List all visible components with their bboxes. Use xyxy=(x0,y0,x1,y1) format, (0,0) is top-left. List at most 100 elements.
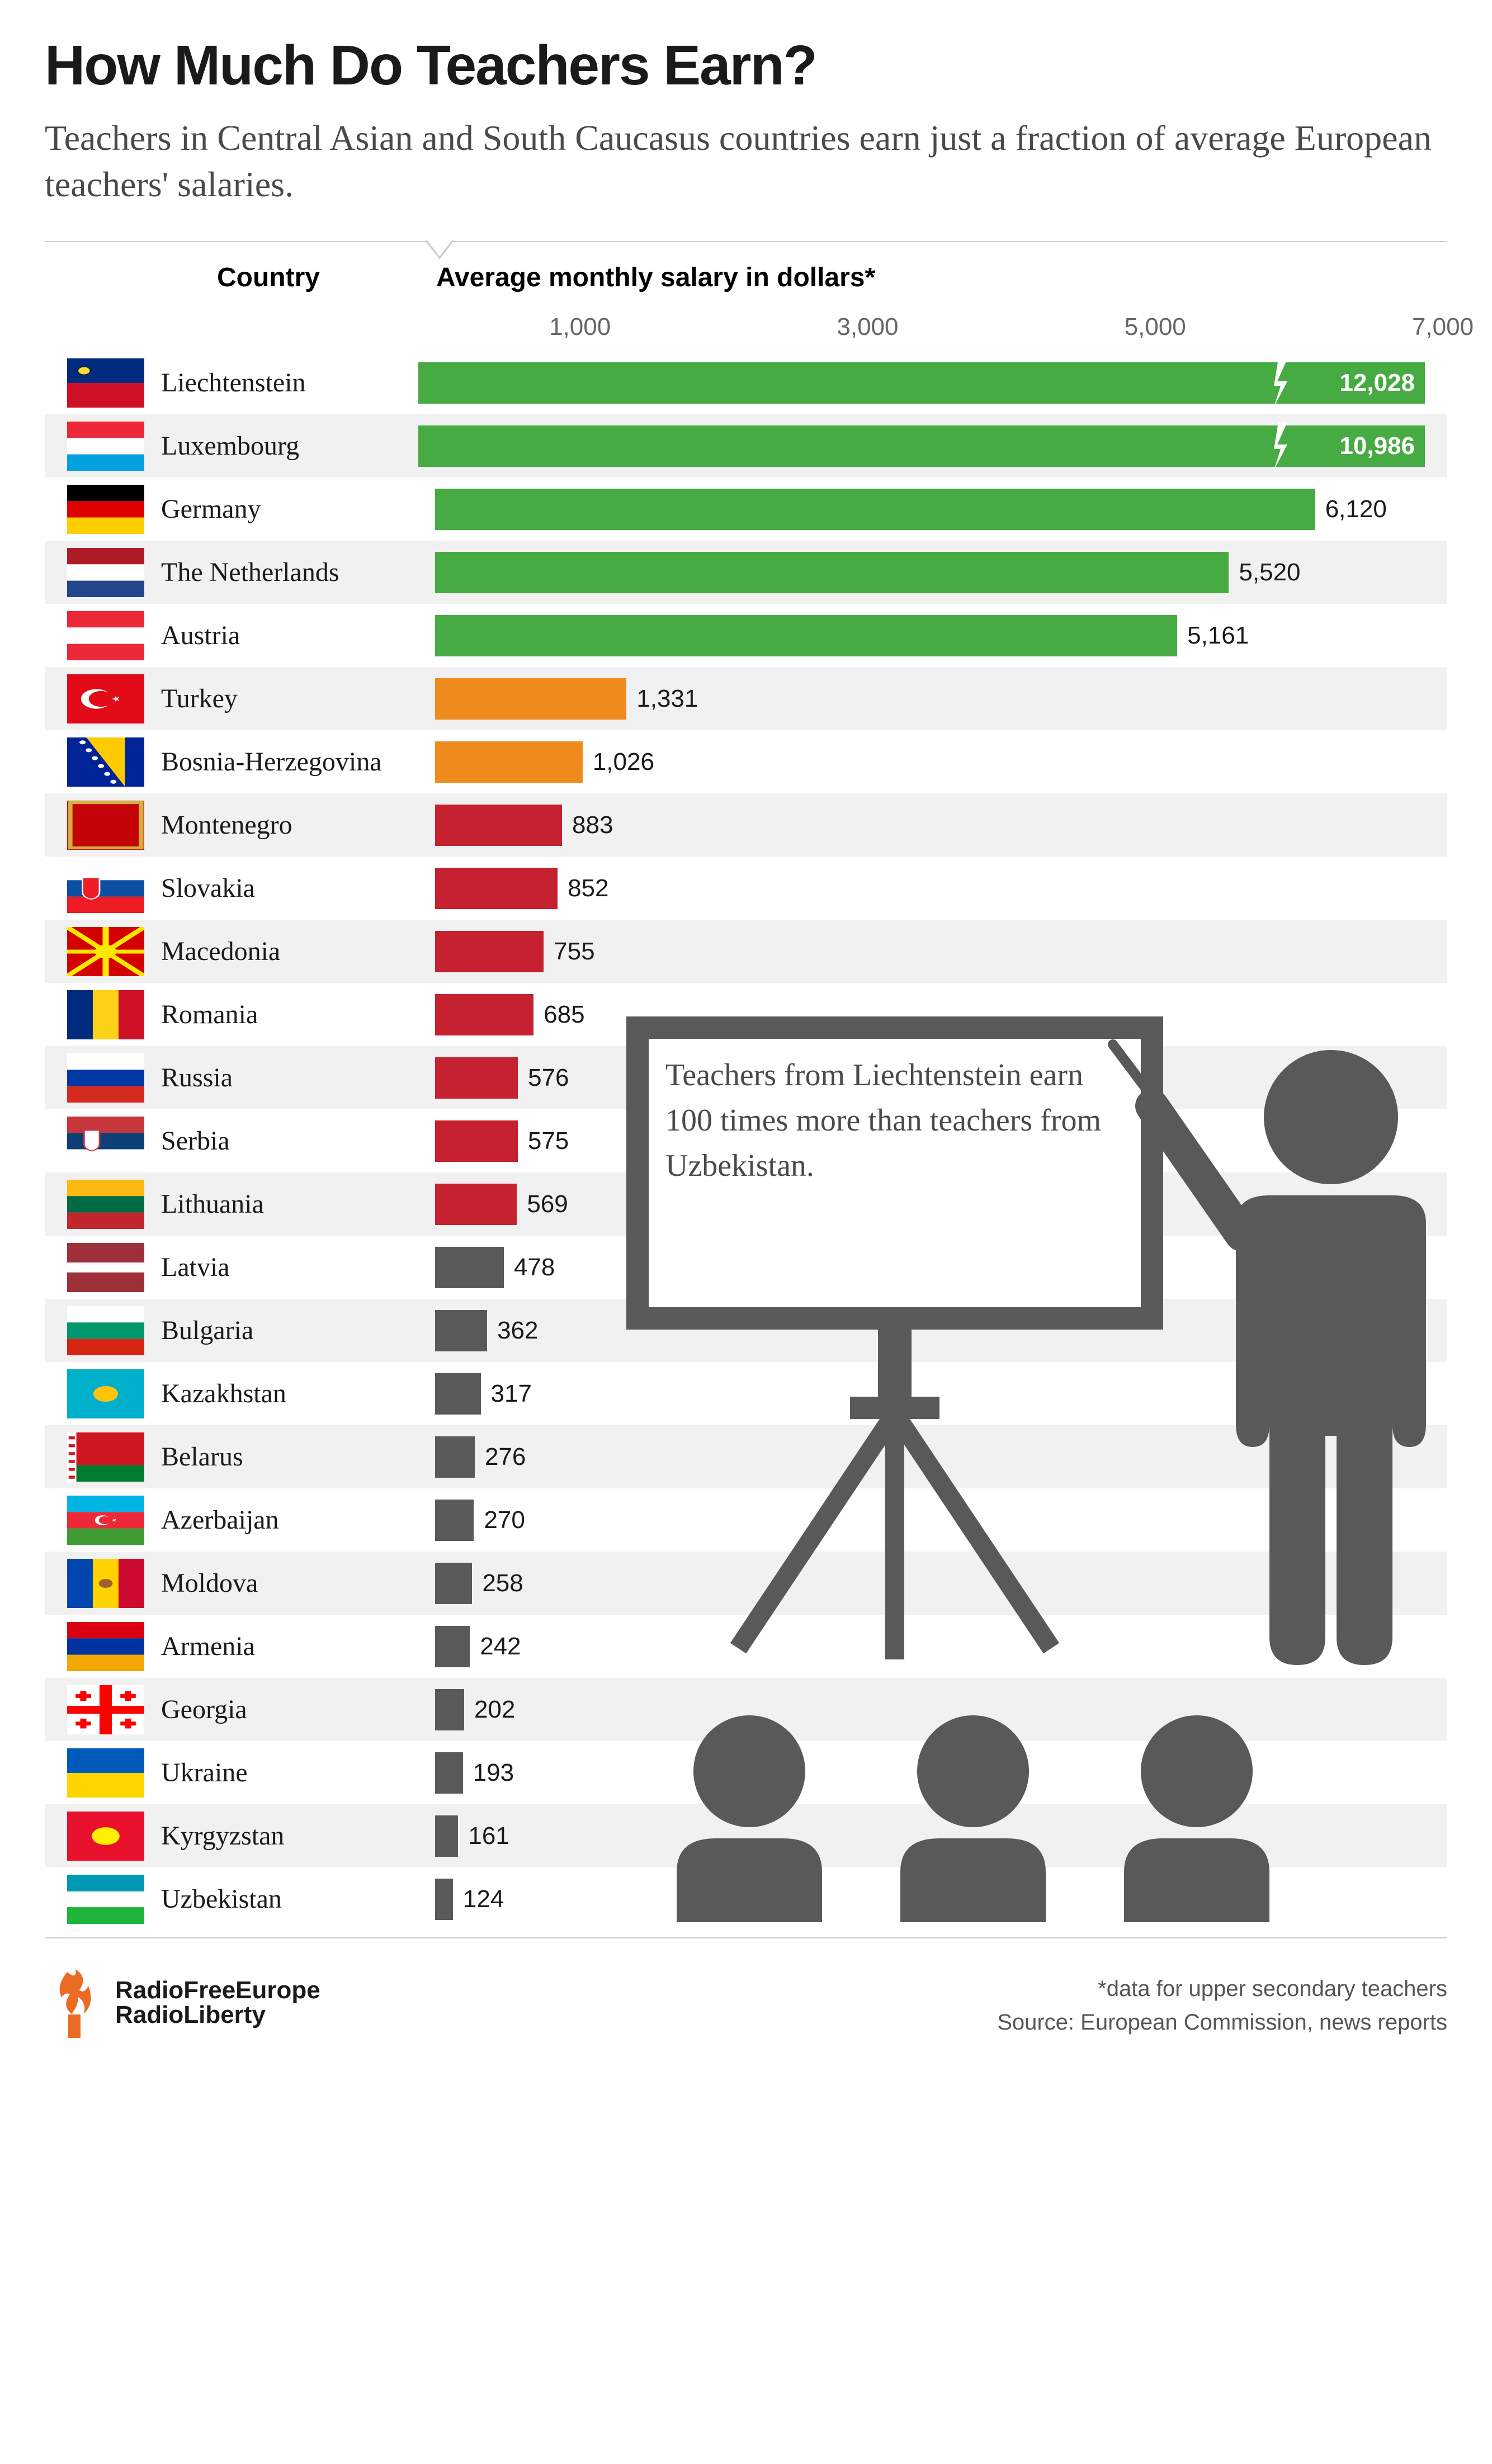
country-name: Bulgaria xyxy=(144,1315,435,1346)
salary-bar: 575 xyxy=(435,1120,518,1162)
flag-icon xyxy=(67,1875,144,1924)
bar-value-label: 1,331 xyxy=(636,685,698,713)
bar-value-label: 362 xyxy=(497,1317,538,1345)
flag-icon xyxy=(67,1243,144,1292)
salary-bar: 12,028 xyxy=(418,362,1425,404)
flag-icon xyxy=(67,548,144,597)
x-axis: 1,0003,0005,0007,000 xyxy=(436,313,1447,347)
country-name: Kazakhstan xyxy=(144,1378,435,1409)
flag-icon xyxy=(67,1559,144,1608)
country-row: Azerbaijan 270 xyxy=(45,1488,1447,1552)
bar-value-label: 478 xyxy=(514,1254,555,1281)
salary-bar: 1,026 xyxy=(435,741,583,783)
country-row: Liechtenstein 12,028 xyxy=(45,351,1447,414)
flag-icon xyxy=(67,1053,144,1103)
country-name: Lithuania xyxy=(144,1189,435,1219)
overflow-break-icon xyxy=(1274,359,1296,407)
bar-value-label: 202 xyxy=(474,1696,515,1724)
axis-tick: 7,000 xyxy=(1412,313,1474,341)
bar-value-label: 161 xyxy=(468,1822,509,1850)
flag-icon xyxy=(67,1306,144,1355)
country-row: Kazakhstan317 xyxy=(45,1362,1447,1425)
salary-bar: 569 xyxy=(435,1184,517,1225)
overflow-break-icon xyxy=(1274,422,1296,470)
country-row: Belarus276 xyxy=(45,1425,1447,1488)
flag-icon xyxy=(67,611,144,660)
salary-bar: 161 xyxy=(435,1815,458,1857)
bar-value-label: 883 xyxy=(572,811,613,839)
flag-icon xyxy=(67,1369,144,1418)
country-name: Latvia xyxy=(144,1252,435,1283)
torch-icon xyxy=(45,1966,106,2039)
salary-bar: 478 xyxy=(435,1247,504,1288)
bar-value-label: 270 xyxy=(484,1506,525,1534)
bar-value-label: 5,520 xyxy=(1239,559,1300,587)
axis-tick: 3,000 xyxy=(837,313,898,341)
bar-value-label: 685 xyxy=(544,1001,584,1029)
flag-icon xyxy=(67,674,144,723)
flag-icon xyxy=(67,358,144,408)
bar-value-label: 1,026 xyxy=(593,748,654,776)
flag-icon xyxy=(67,864,144,913)
salary-bar: 6,120 xyxy=(435,489,1315,530)
country-row: Germany6,120 xyxy=(45,477,1447,541)
flag-icon xyxy=(67,1812,144,1861)
flag-icon xyxy=(67,1180,144,1229)
country-name: Romania xyxy=(144,999,435,1030)
country-row: Moldova258 xyxy=(45,1552,1447,1615)
country-name: The Netherlands xyxy=(144,557,435,588)
salary-bar: 5,161 xyxy=(435,615,1177,656)
axis-tick: 1,000 xyxy=(549,313,611,341)
salary-bar: 242 xyxy=(435,1626,470,1667)
salary-bar: 258 xyxy=(435,1563,472,1604)
country-row: Bulgaria 362 xyxy=(45,1299,1447,1362)
country-row: Serbia575 xyxy=(45,1109,1447,1172)
country-name: Ukraine xyxy=(144,1757,435,1788)
country-row: Lithuania569 xyxy=(45,1172,1447,1236)
source: Source: European Commission, news report… xyxy=(997,2006,1447,2039)
header-salary: Average monthly salary in dollars* xyxy=(436,262,875,293)
chart-subtitle: Teachers in Central Asian and South Cauc… xyxy=(45,115,1447,207)
country-name: Slovakia xyxy=(144,873,435,904)
country-name: Azerbaijan xyxy=(144,1505,435,1535)
country-name: Russia xyxy=(144,1062,435,1093)
country-row: Russia576 xyxy=(45,1046,1447,1109)
bar-value-label: 12,028 xyxy=(1339,369,1415,397)
country-row: Armenia242 xyxy=(45,1615,1447,1678)
flag-icon xyxy=(67,485,144,534)
salary-bar: 124 xyxy=(435,1879,453,1920)
country-name: Bosnia-Herzegovina xyxy=(144,746,435,777)
salary-bar: 10,986 xyxy=(418,425,1425,467)
flag-icon xyxy=(67,737,144,787)
salary-bar: 193 xyxy=(435,1752,463,1794)
country-row: The Netherlands5,520 xyxy=(45,541,1447,604)
chart-title: How Much Do Teachers Earn? xyxy=(45,34,1447,98)
country-row: Uzbekistan124 xyxy=(45,1867,1447,1931)
bar-value-label: 242 xyxy=(480,1633,521,1661)
country-name: Austria xyxy=(144,620,435,651)
logo-line-1: RadioFreeEurope xyxy=(115,1978,320,2003)
country-name: Armenia xyxy=(144,1631,435,1662)
country-row: Bosnia-Herzegovina1,026 xyxy=(45,730,1447,793)
bar-value-label: 6,120 xyxy=(1325,495,1387,523)
salary-bar: 202 xyxy=(435,1689,464,1730)
country-name: Belarus xyxy=(144,1441,435,1472)
country-name: Liechtenstein xyxy=(144,367,418,398)
flag-icon xyxy=(67,1748,144,1798)
country-row: Austria5,161 xyxy=(45,604,1447,667)
country-name: Macedonia xyxy=(144,936,435,967)
publisher-logo: RadioFreeEurope RadioLiberty xyxy=(45,1966,320,2039)
bar-value-label: 852 xyxy=(568,874,608,902)
bar-value-label: 5,161 xyxy=(1187,622,1249,650)
salary-bar: 317 xyxy=(435,1373,481,1415)
country-name: Serbia xyxy=(144,1125,435,1156)
country-row: Georgia202 xyxy=(45,1678,1447,1741)
salary-bar: 883 xyxy=(435,805,562,846)
country-row: Montenegro883 xyxy=(45,793,1447,857)
salary-bar: 5,520 xyxy=(435,552,1229,593)
country-name: Turkey xyxy=(144,683,435,714)
bar-value-label: 569 xyxy=(527,1190,568,1218)
country-row: Macedonia755 xyxy=(45,920,1447,983)
chart-rows: Teachers from Liechtenstein earn 100 tim… xyxy=(45,351,1447,1931)
country-row: Romania 685 xyxy=(45,983,1447,1046)
